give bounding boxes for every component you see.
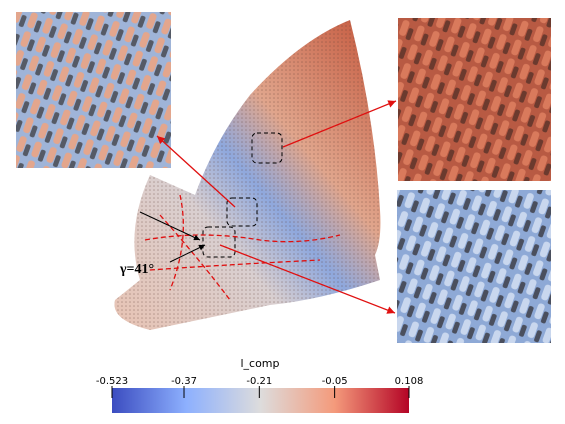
surface <box>114 20 381 330</box>
tick-label: -0.37 <box>171 376 197 387</box>
tick-label: 0.108 <box>395 376 424 387</box>
tick-label: -0.05 <box>322 376 348 387</box>
inset-compression <box>397 190 551 343</box>
tick-label: -0.523 <box>96 376 128 387</box>
tick-label: -0.21 <box>246 376 272 387</box>
colorbar-title: l_comp <box>240 357 279 370</box>
inset-tension <box>398 18 551 181</box>
angle-lines <box>139 211 206 263</box>
angle-annotation: γ=41° <box>119 262 154 277</box>
inset-transition <box>16 12 171 168</box>
arrows <box>156 100 397 314</box>
colorbar-ticks: -0.523 -0.37 -0.21 -0.05 0.108 <box>96 376 423 398</box>
colorbar <box>112 388 409 413</box>
dashed-boxes <box>202 132 283 258</box>
